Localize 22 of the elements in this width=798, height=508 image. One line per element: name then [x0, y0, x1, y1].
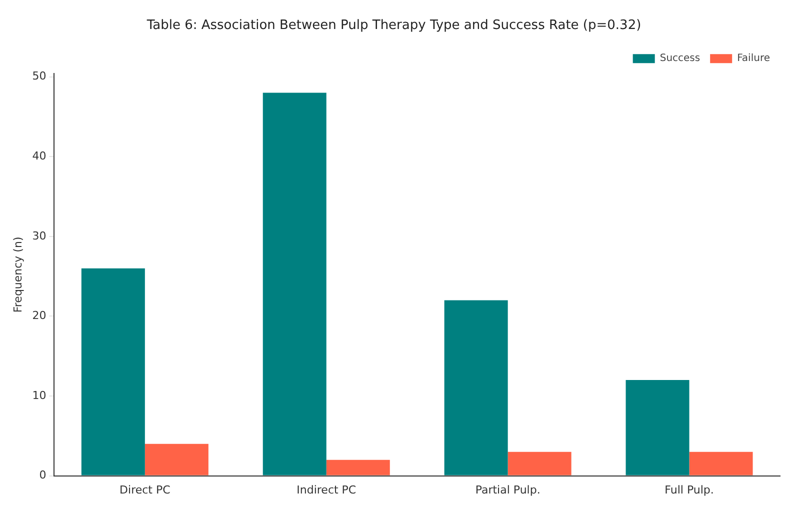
- bar: [144, 444, 208, 476]
- bar: [626, 380, 690, 476]
- y-tick-label: 50: [32, 70, 46, 83]
- y-tick-label: 40: [32, 149, 46, 162]
- legend-label: Failure: [737, 53, 770, 64]
- y-tick-label: 0: [39, 468, 46, 482]
- bar: [262, 92, 326, 476]
- bar: [508, 452, 572, 476]
- bar: [326, 460, 390, 476]
- chart-title: Table 6: Association Between Pulp Therapy Type and Success Rate (p=0.32): [146, 18, 642, 34]
- bar: [689, 452, 753, 476]
- x-tick-label: Direct PC: [120, 483, 171, 496]
- x-tick-label: Indirect PC: [296, 483, 356, 496]
- x-tick-label: Full Pulp.: [664, 483, 714, 496]
- y-tick-label: 10: [32, 388, 46, 402]
- bar: [81, 268, 145, 476]
- legend-label: Success: [660, 53, 700, 64]
- x-tick-label: Partial Pulp.: [475, 483, 540, 496]
- y-tick-label: 20: [32, 309, 46, 322]
- bar: [444, 300, 508, 476]
- y-tick-label: 30: [32, 229, 46, 242]
- y-axis-title: Frequency (n): [11, 236, 24, 313]
